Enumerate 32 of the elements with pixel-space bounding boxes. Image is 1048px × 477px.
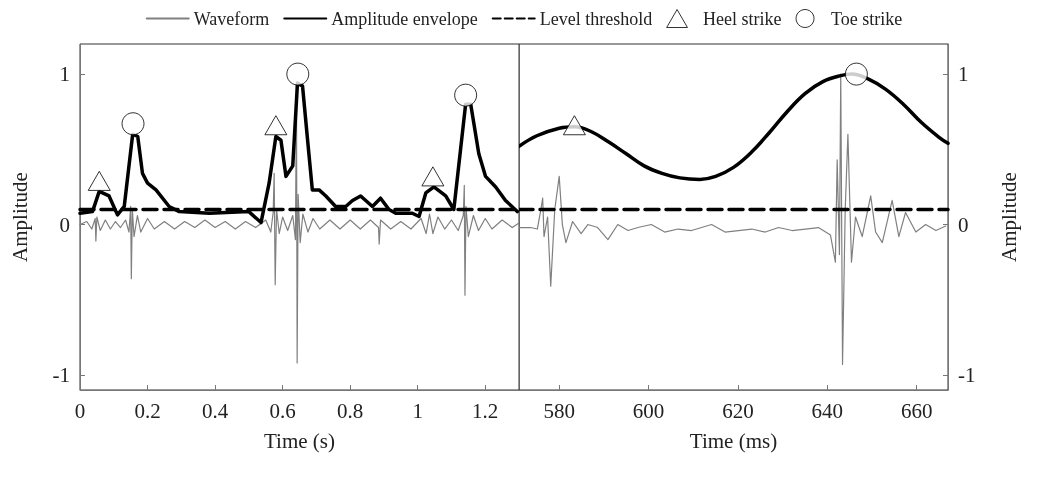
x-tick-label: 0.6 bbox=[269, 398, 296, 423]
y-tick-label: -1 bbox=[52, 362, 70, 387]
legend-label: Level threshold bbox=[539, 8, 653, 29]
x-tick-label: 600 bbox=[632, 398, 665, 423]
x-tick-label: 620 bbox=[722, 398, 754, 423]
x-axis-title: Time (ms) bbox=[689, 428, 778, 453]
x-tick-label: 0.4 bbox=[201, 398, 229, 423]
y-tick-label: 1 bbox=[59, 62, 70, 87]
legend-label: Toe strike bbox=[831, 8, 903, 29]
x-tick-label: 0.2 bbox=[134, 398, 161, 423]
y2-tick-label: 0 bbox=[958, 212, 969, 237]
y2-tick-label: 1 bbox=[958, 62, 969, 87]
y-tick-label: 0 bbox=[59, 212, 70, 237]
point bbox=[121, 112, 145, 136]
x-tick-label: 1.2 bbox=[472, 398, 499, 423]
x-tick-label: 660 bbox=[900, 398, 933, 423]
y-axis-title: Amplitude bbox=[7, 172, 32, 262]
x-tick-label: 580 bbox=[543, 398, 575, 423]
legend-label: Waveform bbox=[193, 8, 270, 29]
x-tick-label: 0.8 bbox=[337, 398, 364, 423]
point bbox=[421, 166, 445, 187]
x-tick-label: 640 bbox=[811, 398, 844, 423]
x-axis-title: Time (s) bbox=[264, 428, 335, 453]
legend-label: Amplitude envelope bbox=[331, 8, 478, 29]
point bbox=[87, 170, 111, 191]
point bbox=[264, 115, 288, 136]
x-tick-label: 1 bbox=[412, 398, 423, 423]
y2-tick-label: -1 bbox=[958, 362, 976, 387]
point bbox=[454, 83, 478, 107]
point bbox=[286, 62, 310, 86]
y2-axis-title: Amplitude bbox=[996, 172, 1021, 262]
legend-label: Heel strike bbox=[703, 8, 782, 29]
